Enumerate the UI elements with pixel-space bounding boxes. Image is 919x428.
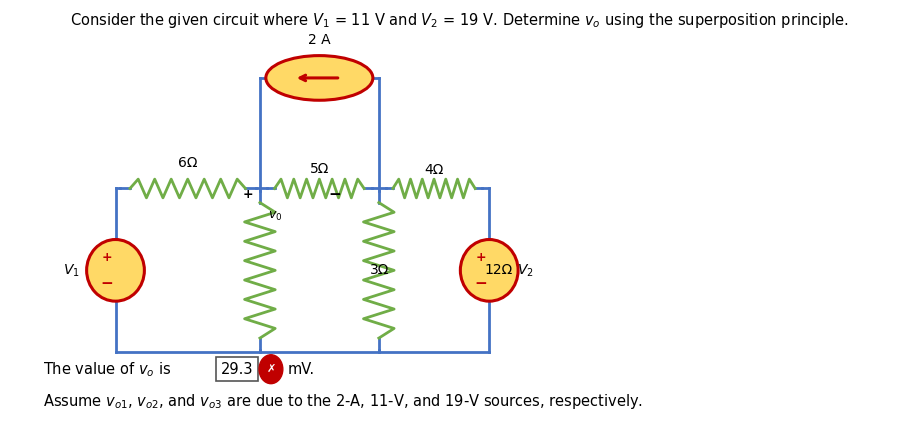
- Ellipse shape: [266, 56, 373, 100]
- Text: $V_2$: $V_2$: [516, 262, 533, 279]
- Text: ✗: ✗: [267, 364, 276, 374]
- Text: mV.: mV.: [288, 362, 315, 377]
- Text: 4Ω: 4Ω: [425, 163, 444, 177]
- Text: 3Ω: 3Ω: [369, 263, 389, 277]
- Text: The value of $v_o$ is: The value of $v_o$ is: [43, 360, 176, 378]
- Text: 6Ω: 6Ω: [178, 156, 198, 170]
- Ellipse shape: [86, 240, 144, 301]
- Text: +: +: [475, 251, 486, 264]
- Ellipse shape: [259, 355, 283, 383]
- Text: +: +: [243, 188, 254, 201]
- Text: −: −: [474, 276, 487, 291]
- Text: −: −: [101, 276, 113, 291]
- Text: 2 A: 2 A: [308, 33, 331, 47]
- Text: Consider the given circuit where $V_1$ = 11 V and $V_2$ = 19 V. Determine $v_o$ : Consider the given circuit where $V_1$ =…: [70, 11, 849, 30]
- Ellipse shape: [460, 240, 518, 301]
- Text: 5Ω: 5Ω: [310, 162, 329, 176]
- Text: Assume $v_{o1}$, $v_{o2}$, and $v_{o3}$ are due to the 2-A, 11-V, and 19-V sourc: Assume $v_{o1}$, $v_{o2}$, and $v_{o3}$ …: [43, 392, 643, 411]
- Text: −: −: [329, 187, 342, 202]
- Text: +: +: [102, 251, 112, 264]
- Text: 29.3: 29.3: [221, 362, 254, 377]
- Text: $V_1$: $V_1$: [63, 262, 80, 279]
- Text: $v_0$: $v_0$: [268, 210, 282, 223]
- Text: 12Ω: 12Ω: [484, 263, 513, 277]
